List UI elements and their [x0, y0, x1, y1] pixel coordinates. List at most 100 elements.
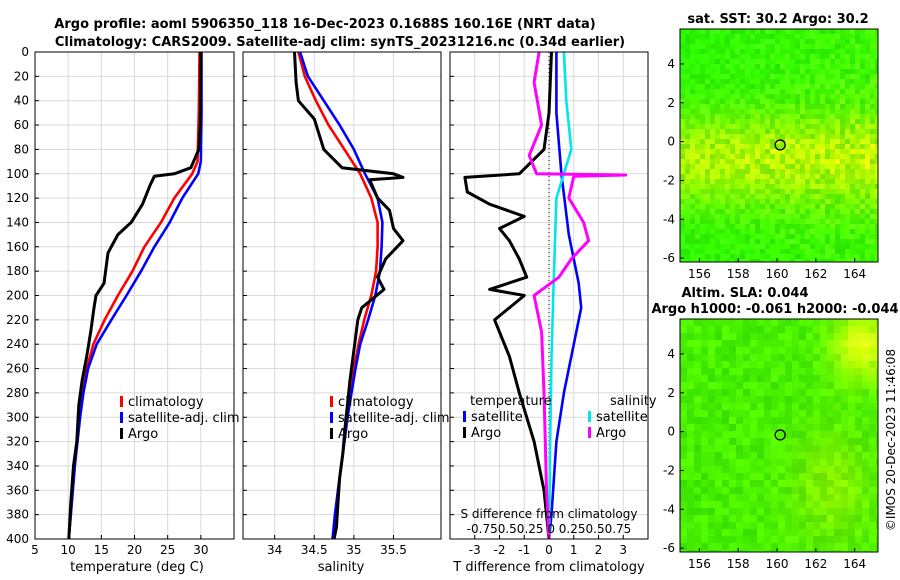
map-cell: [710, 79, 716, 85]
map-cell: [755, 129, 761, 135]
map-cell: [705, 69, 711, 75]
map-cell: [701, 508, 709, 516]
map-cell: [694, 361, 702, 369]
map-cell: [765, 209, 771, 215]
map-cell: [876, 410, 879, 418]
map-cell: [785, 224, 791, 230]
map-cell: [750, 438, 758, 446]
map-cell: [790, 224, 796, 230]
map-cell: [862, 319, 870, 327]
map-cell: [830, 199, 836, 205]
map-cell: [740, 139, 746, 145]
legend-temp-satellite-swatch: [463, 411, 466, 422]
map-cell: [680, 347, 688, 355]
map-y-tick-label: -6: [663, 541, 675, 555]
map-cell: [830, 149, 836, 155]
map-cell: [865, 29, 871, 35]
map-cell: [820, 368, 828, 376]
map-cell: [757, 466, 765, 474]
float-position-marker: [774, 429, 786, 441]
map-cell: [710, 99, 716, 105]
map-cell: [825, 64, 831, 70]
map-cell: [813, 550, 821, 553]
map-cell: [862, 375, 870, 383]
map-cell: [813, 487, 821, 495]
map-cell: [862, 501, 870, 509]
map-cell: [834, 417, 842, 425]
map-cell: [800, 234, 806, 240]
map-cell: [827, 487, 835, 495]
map-cell: [860, 214, 866, 220]
map-cell: [827, 501, 835, 509]
map-cell: [855, 431, 863, 439]
map-cell: [764, 515, 772, 523]
map-cell: [792, 361, 800, 369]
map-cell: [850, 29, 856, 35]
map-cell: [687, 431, 695, 439]
map-cell: [825, 154, 831, 160]
map-cell: [785, 174, 791, 180]
map-cell: [770, 134, 776, 140]
map-cell: [745, 229, 751, 235]
map-cell: [790, 109, 796, 115]
map-cell: [765, 179, 771, 185]
map-cell: [722, 403, 730, 411]
map-cell: [870, 104, 876, 110]
map-cell: [806, 389, 814, 397]
map-cell: [740, 234, 746, 240]
map-cell: [694, 417, 702, 425]
map-cell: [730, 139, 736, 145]
map-cell: [685, 119, 691, 125]
map-cell: [705, 134, 711, 140]
map-cell: [799, 452, 807, 460]
map-cell: [785, 466, 793, 474]
map-cell: [720, 59, 726, 65]
map-cell: [680, 375, 688, 383]
map-cell: [750, 209, 756, 215]
map-cell: [825, 204, 831, 210]
map-cell: [865, 49, 871, 55]
map-cell: [755, 59, 761, 65]
map-cell: [790, 174, 796, 180]
map-cell: [845, 54, 851, 60]
map-cell: [785, 543, 793, 551]
map-cell: [680, 44, 686, 50]
map-cell: [865, 169, 871, 175]
map-cell: [750, 129, 756, 135]
map-cell: [710, 204, 716, 210]
map-cell: [815, 209, 821, 215]
map-cell: [806, 368, 814, 376]
map-cell: [720, 79, 726, 85]
map-cell: [850, 74, 856, 80]
map-cell: [840, 64, 846, 70]
map-cell: [700, 79, 706, 85]
map-cell: [840, 54, 846, 60]
map-cell: [795, 94, 801, 100]
map-cell: [750, 54, 756, 60]
map-cell: [720, 249, 726, 255]
map-cell: [834, 543, 842, 551]
map-cell: [876, 333, 879, 341]
map-cell: [700, 179, 706, 185]
map-cell: [841, 494, 849, 502]
map-cell: [834, 466, 842, 474]
map-cell: [778, 382, 786, 390]
map-cell: [841, 368, 849, 376]
depth-tick-label: 240: [6, 337, 29, 351]
map-cell: [730, 154, 736, 160]
map-cell: [690, 149, 696, 155]
map-cell: [869, 480, 877, 488]
map-cell: [785, 109, 791, 115]
map-cell: [695, 174, 701, 180]
map-cell: [855, 550, 863, 553]
map-cell: [771, 529, 779, 537]
map-cell: [685, 214, 691, 220]
map-cell: [820, 214, 826, 220]
map-cell: [862, 361, 870, 369]
map-cell: [825, 234, 831, 240]
map-cell: [792, 473, 800, 481]
map-cell: [795, 229, 801, 235]
map-cell: [700, 184, 706, 190]
map-cell: [855, 29, 861, 35]
map-cell: [795, 69, 801, 75]
